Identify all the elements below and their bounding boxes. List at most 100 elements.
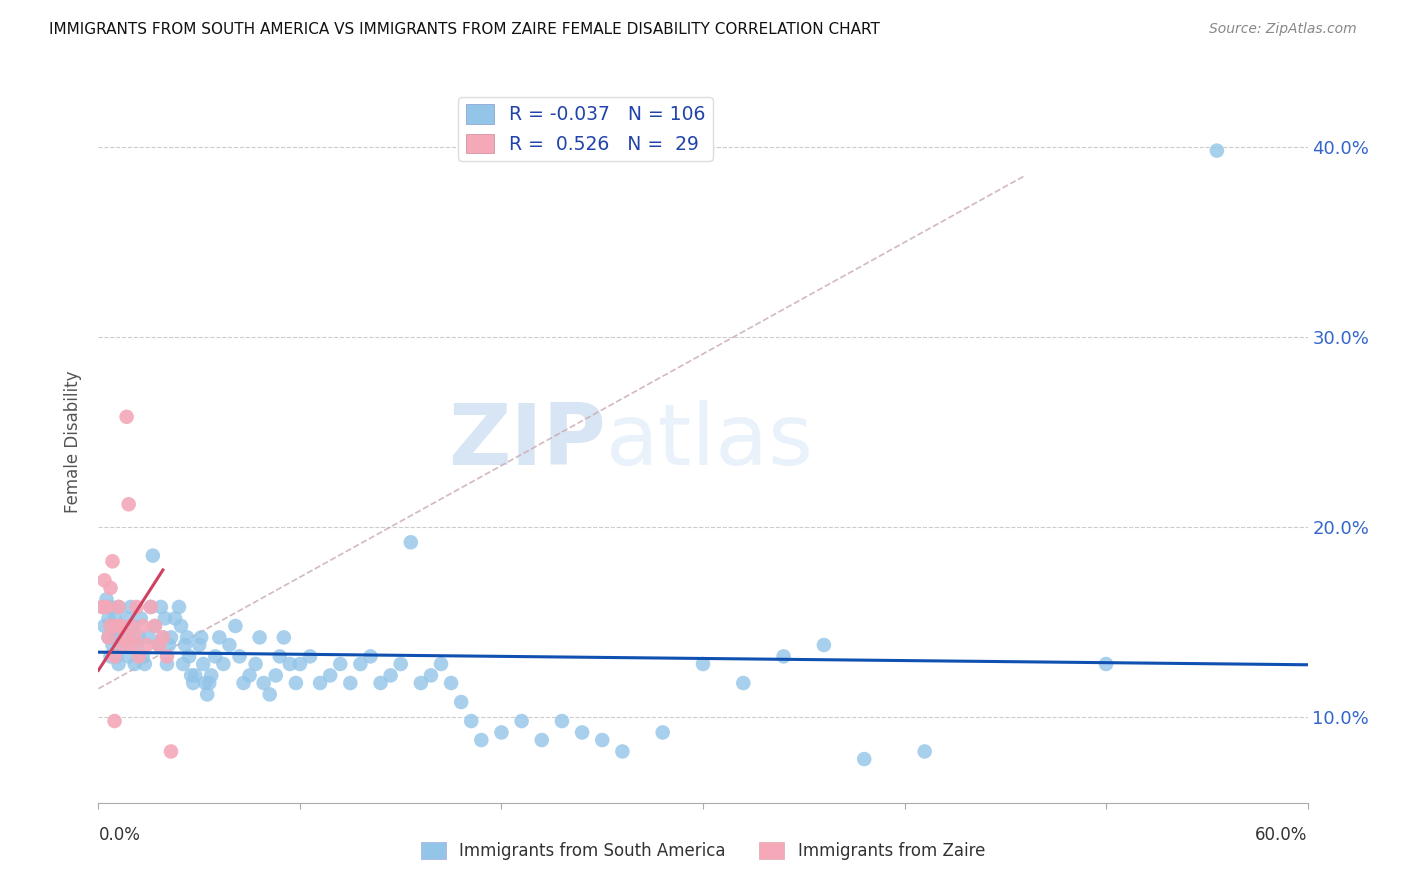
Point [259,687,281,701]
Point [114,631,136,645]
Point [319,668,342,682]
Point [134,657,156,671]
Point [329,657,352,671]
Text: Source: ZipAtlas.com: Source: ZipAtlas.com [1209,22,1357,37]
Point [288,657,311,671]
Point [156,649,179,664]
Point [193,657,215,671]
Point [772,649,794,664]
Point [188,638,211,652]
Point [571,725,593,739]
Point [124,631,146,645]
Point [269,649,291,664]
Point [440,676,463,690]
Point [100,581,122,595]
Point [218,638,240,652]
Point [551,714,574,728]
Point [224,619,246,633]
Point [184,668,207,682]
Point [100,619,122,633]
Point [107,599,129,614]
Point [273,631,295,645]
Point [101,619,124,633]
Point [172,657,194,671]
Point [100,649,122,664]
Point [105,649,128,664]
Point [101,638,124,652]
Point [253,676,276,690]
Point [152,631,174,645]
Point [100,599,122,614]
Point [149,599,172,614]
Point [399,535,422,549]
Point [157,638,180,652]
Point [118,649,141,664]
Point [212,657,235,671]
Point [114,631,136,645]
Point [120,619,142,633]
Point [107,599,129,614]
Point [264,668,287,682]
Point [200,668,222,682]
Point [208,631,231,645]
Text: atlas: atlas [606,400,814,483]
Point [228,649,250,664]
Y-axis label: Female Disability: Female Disability [65,370,83,513]
Point [152,631,174,645]
Point [249,631,271,645]
Point [93,619,115,633]
Point [139,599,162,614]
Point [194,676,217,690]
Point [530,733,553,747]
Point [284,676,307,690]
Point [591,733,613,747]
Point [163,611,186,625]
Point [148,638,170,652]
Text: 60.0%: 60.0% [1256,826,1308,844]
Point [111,638,134,652]
Point [160,631,183,645]
Point [124,657,146,671]
Point [170,619,193,633]
Point [245,657,267,671]
Point [370,676,392,690]
Point [143,619,166,633]
Point [107,657,129,671]
Point [470,733,492,747]
Point [115,409,138,424]
Text: IMMIGRANTS FROM SOUTH AMERICA VS IMMIGRANTS FROM ZAIRE FEMALE DISABILITY CORRELA: IMMIGRANTS FROM SOUTH AMERICA VS IMMIGRA… [49,22,880,37]
Point [853,752,876,766]
Point [135,638,157,652]
Point [813,638,835,652]
Point [96,599,118,614]
Point [118,497,141,511]
Point [128,649,150,664]
Point [198,676,221,690]
Point [125,599,148,614]
Point [103,631,125,645]
Point [360,649,382,664]
Point [103,649,125,664]
Point [733,676,755,690]
Point [101,554,124,568]
Point [132,619,155,633]
Point [180,668,202,682]
Text: 0.0%: 0.0% [98,826,141,844]
Point [450,695,472,709]
Point [103,714,125,728]
Text: ZIP: ZIP [449,400,606,483]
Point [143,619,166,633]
Point [430,657,453,671]
Point [278,657,301,671]
Point [179,649,201,664]
Point [160,744,183,758]
Point [97,631,120,645]
Point [153,611,176,625]
Point [96,592,118,607]
Point [110,619,132,633]
Point [103,611,125,625]
Point [139,599,162,614]
Point [309,676,332,690]
Point [125,638,148,652]
Point [110,619,132,633]
